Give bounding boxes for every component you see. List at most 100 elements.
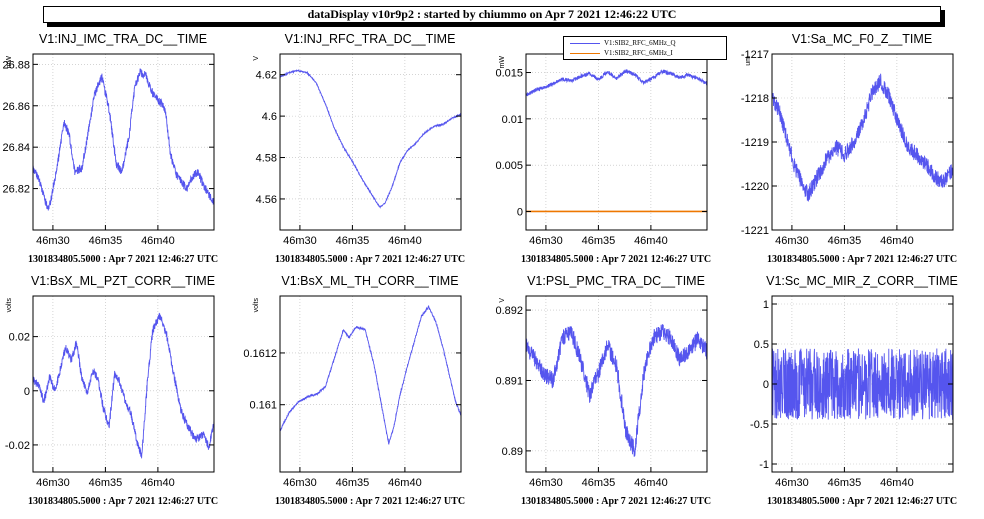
series-line bbox=[772, 73, 953, 202]
y-tick-label: 26.82 bbox=[2, 184, 30, 196]
timestamp-footer: 1301834805.5000 : Apr 7 2021 12:46:27 UT… bbox=[27, 254, 219, 265]
plot-area: 0 0.005 0.01 0.015 46m30 46m35 46m40 mW bbox=[495, 53, 708, 247]
series-line bbox=[280, 305, 461, 445]
y-tick-label: -1220 bbox=[741, 181, 769, 193]
chart-title: V1:BsX_ML_PZT_CORR__TIME bbox=[30, 274, 216, 288]
y-axis-label: mW bbox=[499, 56, 506, 69]
y-tick-label: 0 bbox=[763, 379, 769, 391]
timestamp-footer: 1301834805.5000 : Apr 7 2021 12:46:27 UT… bbox=[27, 496, 219, 507]
x-tick-label: 46m30 bbox=[283, 477, 317, 489]
x-tick-label: 46m30 bbox=[775, 477, 809, 489]
y-tick-label: 0.5 bbox=[754, 339, 769, 351]
timestamp-footer: 1301834805.5000 : Apr 7 2021 12:46:27 UT… bbox=[274, 496, 466, 507]
series-line bbox=[33, 312, 214, 459]
y-tick-label: 26.84 bbox=[2, 142, 30, 154]
x-tick-label: 46m35 bbox=[828, 235, 862, 247]
x-tick-label: 46m35 bbox=[336, 235, 370, 247]
y-tick-label: -1217 bbox=[741, 49, 769, 61]
legend-label-q: V1:SIB2_RFC_6MHz_Q bbox=[604, 39, 676, 47]
timestamp-footer: 1301834805.5000 : Apr 7 2021 12:46:27 UT… bbox=[520, 496, 712, 507]
x-tick-label: 46m40 bbox=[634, 235, 668, 247]
chart-panel: V1:PSL_PMC_TRA_DC__TIME 0.89 0.891 0.892 46m… bbox=[493, 274, 739, 519]
y-tick-label: 4.62 bbox=[256, 70, 277, 82]
y-tick-label: 0 bbox=[24, 386, 30, 398]
series-line bbox=[33, 68, 214, 211]
x-tick-label: 46m30 bbox=[283, 235, 317, 247]
y-axis-label: volts bbox=[6, 298, 13, 313]
x-tick-label: 46m35 bbox=[828, 477, 862, 489]
y-tick-label: -1221 bbox=[741, 225, 769, 237]
x-tick-label: 46m35 bbox=[582, 477, 616, 489]
chart-title: V1:Sa_MC_F0_Z__TIME bbox=[791, 32, 933, 46]
y-tick-label: 0.89 bbox=[502, 446, 523, 458]
x-tick-label: 46m40 bbox=[880, 477, 914, 489]
plot-area: -1221 -1220 -1219 -1218 -1217 46m30 46m35 46m40… bbox=[741, 49, 954, 247]
timestamp-footer: 1301834805.5000 : Apr 7 2021 12:46:27 UT… bbox=[274, 254, 466, 265]
x-tick-label: 46m35 bbox=[89, 235, 123, 247]
chart-panel: V1:Sc_MC_MIR_Z_CORR__TIME -1 -0.5 0 0.5 1 46m3… bbox=[739, 274, 984, 519]
x-tick-label: 46m35 bbox=[582, 235, 616, 247]
y-axis-label: mW bbox=[6, 56, 13, 69]
y-tick-label: 0.892 bbox=[495, 305, 523, 317]
y-tick-label: 0.015 bbox=[495, 68, 523, 80]
y-tick-label: 0.005 bbox=[495, 160, 523, 172]
plot-frame bbox=[525, 53, 708, 231]
y-tick-label: 0.1612 bbox=[243, 348, 277, 360]
y-tick-label: 4.58 bbox=[256, 153, 277, 165]
legend-item-q: V1:SIB2_RFC_6MHz_Q bbox=[564, 38, 726, 48]
chart-title: V1:PSL_PMC_TRA_DC__TIME bbox=[527, 274, 705, 288]
x-tick-label: 46m30 bbox=[36, 477, 70, 489]
y-tick-label: 26.88 bbox=[2, 59, 30, 71]
x-tick-label: 46m35 bbox=[89, 477, 123, 489]
chart-title: V1:INJ_RFC_TRA_DC__TIME bbox=[284, 32, 456, 46]
chart-panel: V1:INJ_IMC_TRA_DC__TIME 26.82 26.84 26.86 26… bbox=[0, 32, 246, 277]
y-tick-label: 4.56 bbox=[256, 194, 277, 206]
legend-swatch-i bbox=[570, 53, 600, 54]
plot-area: 4.56 4.58 4.6 4.62 46m30 46m35 46m40 V bbox=[253, 53, 462, 247]
chart-panel: V1:Sa_MC_F0_Z__TIME -1221 -1220 -1219 -1218-… bbox=[739, 32, 984, 277]
plot-frame bbox=[279, 295, 462, 473]
timestamp-footer: 1301834805.5000 : Apr 7 2021 12:46:27 UT… bbox=[520, 254, 712, 265]
x-tick-label: 46m40 bbox=[388, 235, 422, 247]
plot-area: 0.161 0.1612 46m30 46m35 46m40 volts bbox=[243, 295, 462, 489]
y-tick-label: -1 bbox=[759, 459, 769, 471]
plot-frame bbox=[32, 295, 215, 473]
y-axis-label: volts bbox=[253, 298, 260, 313]
chart-title: V1:Sc_MC_MIR_Z_CORR__TIME bbox=[766, 274, 958, 288]
chart-panel: V1:BsX_ML_TH_CORR__TIME 0.161 0.1612 46m30 4… bbox=[243, 274, 493, 519]
x-tick-label: 46m40 bbox=[880, 235, 914, 247]
chart-title: V1:INJ_IMC_TRA_DC__TIME bbox=[38, 32, 208, 46]
plot-area: 26.82 26.84 26.86 26.88 46m30 46m35 46m40 mW bbox=[2, 53, 215, 247]
y-axis-label: V bbox=[253, 56, 260, 61]
y-tick-label: -1218 bbox=[741, 93, 769, 105]
x-tick-label: 46m35 bbox=[336, 477, 370, 489]
x-tick-label: 46m40 bbox=[141, 235, 175, 247]
y-tick-label: -0.02 bbox=[5, 440, 30, 452]
x-tick-label: 46m40 bbox=[141, 477, 175, 489]
chart-panel: V1:INJ_RFC_TRA_DC__TIME 4.56 4.58 4.6 4.62 46… bbox=[247, 32, 493, 277]
series-line bbox=[772, 348, 953, 420]
y-tick-label: 4.6 bbox=[262, 111, 277, 123]
timestamp-footer: 1301834805.5000 : Apr 7 2021 12:46:27 UT… bbox=[766, 254, 958, 265]
plot-frame bbox=[32, 53, 215, 231]
y-tick-label: 0.02 bbox=[9, 332, 30, 344]
y-axis-label: V bbox=[499, 298, 506, 303]
y-tick-label: -1219 bbox=[741, 137, 769, 149]
timestamp-footer: 1301834805.5000 : Apr 7 2021 12:46:27 UT… bbox=[766, 496, 958, 507]
legend-swatch-q bbox=[570, 43, 600, 44]
plot-frame bbox=[525, 295, 708, 473]
plot-area: -1 -0.5 0 0.5 1 46m30 46m35 46m40 bbox=[750, 295, 954, 489]
x-tick-label: 46m40 bbox=[388, 477, 422, 489]
y-tick-label: 0.161 bbox=[249, 400, 277, 412]
y-tick-label: 0 bbox=[517, 206, 523, 218]
x-tick-label: 46m30 bbox=[775, 235, 809, 247]
chart-panel: 0 0.005 0.01 0.015 46m30 46m35 46m40 mW 13018348… bbox=[493, 32, 739, 277]
x-tick-label: 46m30 bbox=[529, 235, 563, 247]
series-line bbox=[526, 324, 707, 457]
y-tick-label: 1 bbox=[763, 299, 769, 311]
legend-item-i: V1:SIB2_RFC_6MHz_I bbox=[564, 48, 726, 58]
y-tick-label: 0.891 bbox=[495, 375, 523, 387]
legend-label-i: V1:SIB2_RFC_6MHz_I bbox=[604, 49, 673, 57]
chart-title: V1:BsX_ML_TH_CORR__TIME bbox=[281, 274, 459, 288]
x-tick-label: 46m40 bbox=[634, 477, 668, 489]
